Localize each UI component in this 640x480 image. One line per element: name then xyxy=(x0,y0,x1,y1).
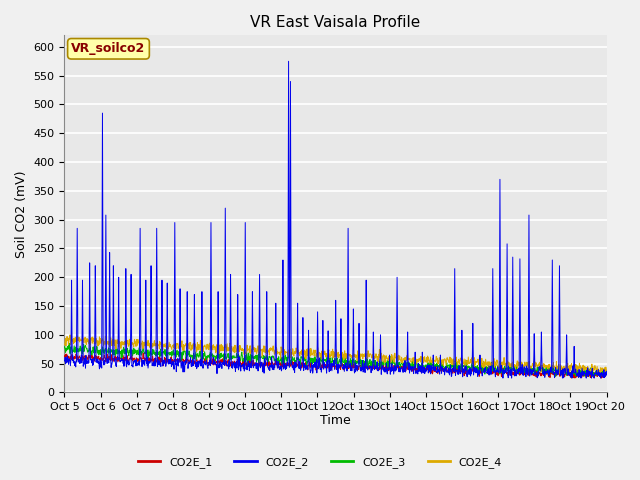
X-axis label: Time: Time xyxy=(320,414,351,427)
Text: VR_soilco2: VR_soilco2 xyxy=(71,42,145,55)
Title: VR East Vaisala Profile: VR East Vaisala Profile xyxy=(250,15,420,30)
Y-axis label: Soil CO2 (mV): Soil CO2 (mV) xyxy=(15,170,28,258)
Legend: CO2E_1, CO2E_2, CO2E_3, CO2E_4: CO2E_1, CO2E_2, CO2E_3, CO2E_4 xyxy=(133,452,507,472)
